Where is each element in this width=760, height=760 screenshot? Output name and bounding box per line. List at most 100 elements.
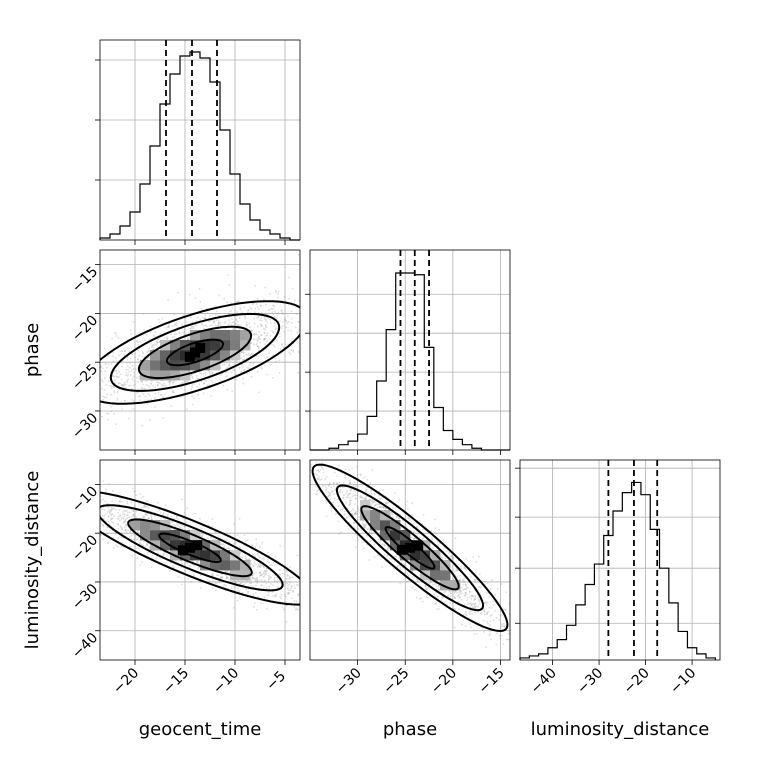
sample-point	[264, 329, 266, 331]
sample-point	[379, 490, 381, 492]
sample-point	[71, 417, 73, 419]
sample-point	[257, 371, 259, 373]
sample-point	[191, 321, 193, 323]
sample-point	[177, 292, 179, 294]
sample-point	[365, 489, 367, 491]
sample-point	[382, 489, 384, 491]
sample-point	[216, 319, 218, 321]
sample-point	[434, 583, 436, 585]
sample-point	[157, 552, 159, 554]
sample-point	[368, 559, 370, 561]
sample-point	[337, 607, 339, 609]
sample-point	[491, 607, 493, 609]
sample-point	[185, 515, 187, 517]
sample-point	[450, 593, 452, 595]
sample-point	[289, 576, 291, 578]
sample-point	[265, 304, 267, 306]
sample-point	[328, 491, 330, 493]
sample-point	[117, 391, 119, 393]
sample-point	[306, 306, 308, 308]
sample-point	[131, 353, 133, 355]
sample-point	[73, 395, 75, 397]
sample-point	[488, 634, 490, 636]
sample-point	[143, 506, 145, 508]
sample-point	[276, 317, 278, 319]
sample-point	[460, 566, 462, 568]
sample-point	[15, 402, 17, 404]
sample-point	[241, 581, 243, 583]
sample-point	[191, 395, 193, 397]
sample-point	[394, 555, 396, 557]
sample-point	[81, 516, 83, 518]
sample-point	[257, 596, 259, 598]
sample-point	[390, 644, 392, 646]
sample-point	[36, 410, 38, 412]
sample-point	[534, 642, 536, 644]
sample-point	[150, 343, 152, 345]
sample-point	[236, 311, 238, 313]
sample-point	[264, 597, 266, 599]
sample-point	[374, 556, 376, 558]
sample-point	[143, 313, 145, 315]
sample-point	[325, 487, 327, 489]
sample-point	[217, 324, 219, 326]
sample-point	[191, 389, 193, 391]
sample-point	[216, 310, 218, 312]
sample-point	[139, 399, 141, 401]
sample-point	[104, 348, 106, 350]
sample-point	[293, 600, 295, 602]
sample-point	[261, 368, 263, 370]
sample-point	[224, 364, 226, 366]
sample-point	[322, 485, 324, 487]
sample-point	[491, 614, 493, 616]
sample-point	[256, 578, 258, 580]
histogram-phase	[310, 273, 510, 450]
sample-point	[44, 383, 46, 385]
sample-point	[92, 356, 94, 358]
sample-point	[137, 341, 139, 343]
sample-point	[138, 396, 140, 398]
sample-point	[239, 317, 241, 319]
sample-point	[276, 340, 278, 342]
sample-point	[133, 491, 135, 493]
sample-point	[357, 511, 359, 513]
sample-point	[325, 489, 327, 491]
sample-point	[140, 544, 142, 546]
sample-point	[349, 633, 351, 635]
sample-point	[483, 581, 485, 583]
sample-point	[142, 353, 144, 355]
sample-point	[269, 338, 271, 340]
sample-point	[255, 538, 257, 540]
sample-point	[129, 536, 131, 538]
sample-point	[254, 308, 256, 310]
sample-point	[229, 365, 231, 367]
sample-point	[259, 580, 261, 582]
sample-point	[54, 392, 56, 394]
sample-point	[445, 591, 447, 593]
sample-point	[331, 507, 333, 509]
sample-point	[406, 501, 408, 503]
sample-point	[190, 328, 192, 330]
sample-point	[325, 327, 327, 329]
sample-point	[201, 527, 203, 529]
sample-point	[270, 564, 272, 566]
sample-point	[283, 608, 285, 610]
sample-point	[156, 556, 158, 558]
sample-point	[302, 332, 304, 334]
sample-point	[47, 382, 49, 384]
sample-point	[121, 351, 123, 353]
sample-point	[474, 595, 476, 597]
sample-point	[467, 603, 469, 605]
sample-point	[109, 385, 111, 387]
sample-point	[189, 294, 191, 296]
ytick-label: −20	[69, 532, 101, 564]
sample-point	[259, 331, 261, 333]
sample-point	[313, 335, 315, 337]
sample-point	[97, 507, 99, 509]
sample-point	[130, 358, 132, 360]
ytick-label: −15	[69, 264, 101, 296]
sample-point	[275, 361, 277, 363]
sample-point	[467, 587, 469, 589]
sample-point	[65, 507, 67, 509]
sample-point	[117, 512, 119, 514]
